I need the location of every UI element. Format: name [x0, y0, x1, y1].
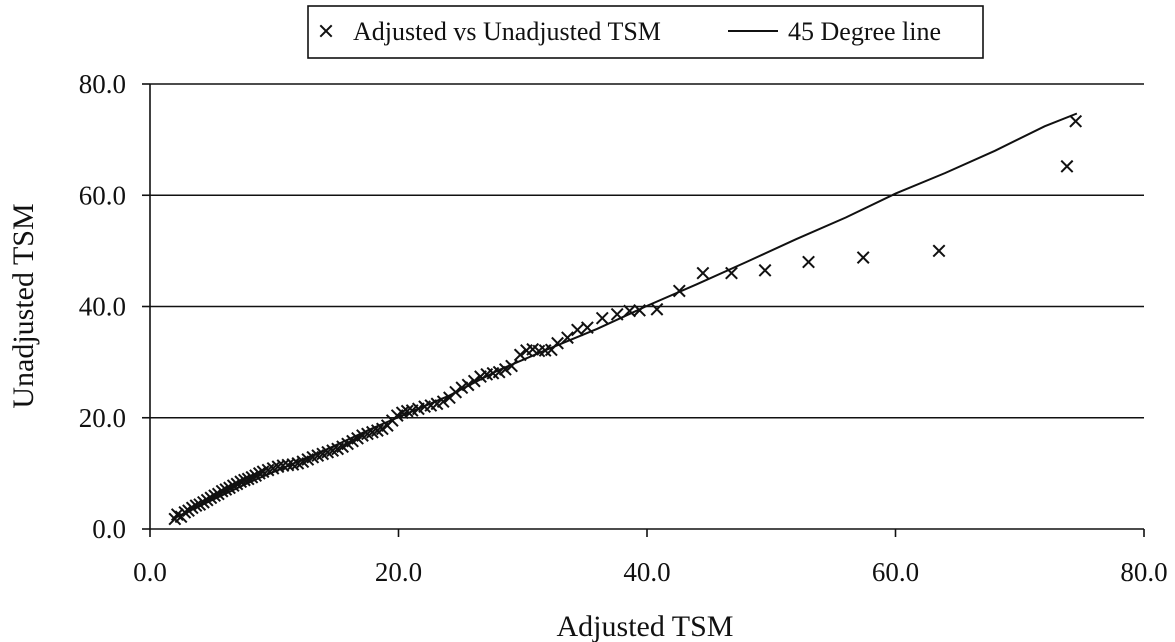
- y-tick-label-2: 40.0: [79, 292, 126, 322]
- scatter-point-62: [455, 381, 469, 395]
- legend-box: [307, 5, 984, 59]
- y-tick-label-4: 80.0: [79, 69, 126, 99]
- scatter-point-63: [461, 378, 475, 392]
- x-axis-title: Adjusted TSM: [557, 610, 734, 642]
- scatter-point-82: [610, 307, 624, 321]
- axes: [142, 83, 1145, 537]
- scatter-point-93: [1060, 159, 1074, 173]
- scatter-point-6: [189, 499, 203, 513]
- legend: Adjusted vs Unadjusted TSM 45 Degree lin…: [307, 5, 984, 59]
- legend-label-line: 45 Degree line: [788, 17, 941, 46]
- scatter-point-48: [375, 422, 389, 436]
- scatter-point-84: [633, 303, 646, 317]
- scatter-point-90: [802, 255, 815, 269]
- gridlines: [150, 83, 1144, 419]
- scatter-point-83: [623, 304, 637, 318]
- scatter-point-81: [595, 311, 609, 325]
- scatter-point-88: [725, 266, 738, 280]
- scatter-point-71: [513, 348, 527, 362]
- scatter-point-65: [474, 370, 487, 384]
- scatter-point-92: [932, 244, 946, 258]
- legend-label-scatter: Adjusted vs Unadjusted TSM: [353, 17, 661, 46]
- scatter-point-87: [696, 266, 710, 280]
- scatter-point-70: [505, 359, 518, 373]
- scatter-point-59: [436, 395, 450, 409]
- scatter-point-78: [561, 331, 574, 345]
- scatter-point-19: [238, 473, 251, 487]
- scatter-point-77: [551, 336, 564, 350]
- scatter-point-69: [498, 362, 512, 376]
- x-tick-label-4: 80.0: [1120, 557, 1167, 587]
- y-tick-label-0: 0.0: [92, 514, 126, 544]
- y-tick-labels: 0.0 20.0 40.0 60.0 80.0: [79, 69, 126, 544]
- y-tick-label-3: 60.0: [79, 180, 126, 210]
- scatter-point-85: [650, 302, 664, 316]
- scatter-point-86: [672, 284, 686, 298]
- scatter-point-64: [467, 374, 481, 388]
- x-tick-label-3: 60.0: [872, 557, 919, 587]
- y-tick-label-1: 20.0: [79, 403, 126, 433]
- scatter-point-79: [571, 323, 584, 337]
- scatter-point-91: [856, 251, 870, 264]
- x-tick-label-2: 40.0: [623, 557, 670, 587]
- scatter-point-58: [430, 397, 444, 411]
- scatter-point-68: [492, 365, 506, 379]
- x-tick-label-0: 0.0: [133, 557, 167, 587]
- legend-x-marker: [319, 24, 333, 38]
- scatter-point-80: [580, 321, 594, 335]
- scatter-series: [168, 114, 1083, 526]
- x-tick-label-1: 20.0: [375, 557, 422, 587]
- y-axis-title: Unadjusted TSM: [7, 203, 40, 408]
- scatter-point-89: [758, 263, 772, 277]
- scatter-point-61: [449, 385, 463, 399]
- scatter-point-55: [411, 402, 425, 416]
- scatter-point-94: [1069, 114, 1083, 128]
- x-tick-labels: 0.0 20.0 40.0 60.0 80.0: [133, 557, 1168, 587]
